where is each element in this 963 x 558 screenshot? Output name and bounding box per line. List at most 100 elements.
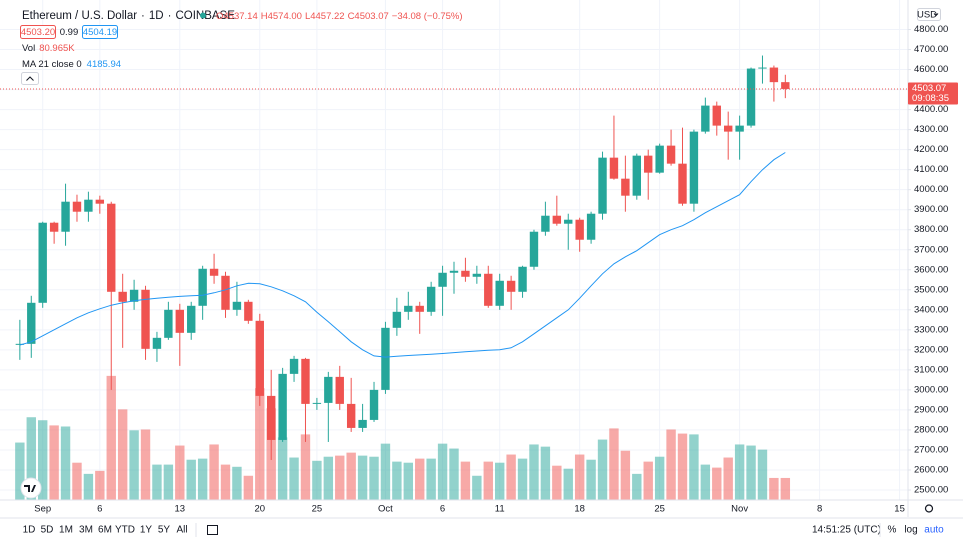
- volume-bar: [300, 434, 311, 500]
- range-button[interactable]: 1M: [59, 525, 73, 536]
- symbol-line: Ethereum / U.S. Dollar·1D·COINBASE: [22, 10, 235, 22]
- spread: 0.99: [60, 27, 79, 38]
- candle-body: [38, 222, 47, 303]
- volume-bar: [666, 429, 676, 500]
- candle-body: [484, 273, 493, 306]
- range-button[interactable]: YTD: [115, 525, 135, 536]
- date-range-icon[interactable]: [207, 525, 218, 535]
- range-button[interactable]: All: [176, 525, 187, 536]
- x-tick-label: Nov: [731, 504, 748, 515]
- x-tick-label: 15: [894, 504, 905, 515]
- clock[interactable]: 14:51:25 (UTC): [812, 525, 881, 536]
- volume-bar: [49, 425, 59, 500]
- candle-body: [404, 305, 413, 312]
- y-tick-label: 3500.00: [914, 284, 948, 295]
- y-tick-label: 3100.00: [914, 364, 948, 375]
- collapse-icon: [26, 76, 34, 81]
- x-tick-label: 13: [175, 504, 186, 515]
- scale-option[interactable]: auto: [924, 525, 944, 536]
- logo: [24, 485, 36, 492]
- y-tick-label: 2800.00: [914, 424, 948, 435]
- volume-bar: [415, 458, 425, 500]
- range-button[interactable]: 1Y: [140, 525, 153, 536]
- x-tick-label: 6: [440, 504, 445, 515]
- range-button[interactable]: 1D: [23, 525, 36, 536]
- candle-body: [575, 219, 584, 240]
- ma-line: [19, 152, 786, 358]
- x-tick-label: 8: [817, 504, 822, 515]
- volume-bar: [197, 458, 208, 500]
- overlay: [0, 88, 908, 358]
- candle-body: [358, 419, 367, 428]
- candle-body: [118, 291, 127, 302]
- volume-bar: [746, 445, 756, 500]
- market-status: [200, 12, 206, 19]
- candle-body: [95, 199, 105, 204]
- volume-bar: [632, 473, 642, 500]
- candle-body: [678, 163, 687, 204]
- volume-bar: [277, 437, 288, 500]
- volume-bar: [734, 444, 745, 500]
- candle-body: [598, 157, 607, 214]
- candle-body: [49, 222, 59, 232]
- candle-body: [221, 275, 230, 310]
- x-tick-label: 25: [654, 504, 665, 515]
- candle-body: [175, 309, 184, 333]
- candle-body: [769, 67, 779, 83]
- volume-bar: [437, 443, 448, 500]
- currency-box[interactable]: [917, 8, 941, 21]
- ma-title: MA 21 close 0: [22, 59, 82, 70]
- candle-body: [746, 68, 756, 126]
- candle-body: [107, 203, 116, 292]
- bid-box[interactable]: [20, 25, 56, 39]
- volume-bar: [186, 459, 196, 500]
- scale-option[interactable]: %: [888, 525, 897, 536]
- y-tick-label: 3400.00: [914, 304, 948, 315]
- volume-bar: [323, 456, 334, 500]
- candle-body: [735, 125, 744, 132]
- y-tick-label: 3600.00: [914, 264, 948, 275]
- collapse-button[interactable]: [21, 72, 39, 85]
- candle-body: [381, 327, 390, 390]
- candle-body: [267, 395, 276, 440]
- toolbar: 1D 5D 1M 3M 6M YTD 1Y 5Y All 14:51:25 (UTC)% log au…: [23, 523, 944, 537]
- candle-body: [758, 67, 767, 69]
- candle-body: [27, 302, 36, 344]
- y-tick-label: 2600.00: [914, 464, 948, 475]
- candle-body: [724, 125, 733, 132]
- volume-bar: [780, 477, 791, 500]
- volume-bar: [357, 455, 368, 500]
- candle-body: [564, 219, 573, 224]
- volume-bar: [83, 473, 94, 500]
- countdown-label: 09:08:35: [912, 93, 949, 104]
- candle-body: [529, 231, 539, 267]
- y-tick-label: 4700.00: [914, 44, 948, 55]
- range-button[interactable]: 5Y: [158, 525, 171, 536]
- symbol: Ethereum / U.S. Dollar: [22, 10, 137, 22]
- candle-body: [209, 268, 219, 276]
- candle-body: [621, 178, 630, 196]
- volume-bar: [346, 452, 356, 500]
- logo-badge: [20, 477, 42, 499]
- ohlc-line: O4537.14 H4574.00 L4457.22 C4503.07 −34.08 (…: [216, 11, 463, 22]
- candle-body: [655, 145, 664, 173]
- scale-option[interactable]: log: [904, 525, 917, 536]
- range-button[interactable]: 5D: [41, 525, 54, 536]
- volume-legend: Vol 80.965K: [22, 43, 75, 54]
- y-tick-label: 3200.00: [914, 344, 948, 355]
- volume-bar: [723, 457, 733, 500]
- ask-box[interactable]: [82, 25, 118, 39]
- candle-body: [712, 105, 721, 126]
- volume-bar: [220, 464, 231, 500]
- candle-body: [632, 155, 641, 196]
- candle-body: [15, 343, 25, 345]
- candle-body: [426, 286, 436, 312]
- y-tick-label: 3800.00: [914, 224, 948, 235]
- volume-bar: [677, 433, 688, 500]
- settings-icon[interactable]: [924, 504, 934, 513]
- volume-bar: [243, 475, 254, 500]
- range-button[interactable]: 6M: [98, 525, 112, 536]
- volume-bar: [403, 462, 413, 500]
- range-button[interactable]: 3M: [79, 525, 93, 536]
- candle-body: [278, 373, 287, 440]
